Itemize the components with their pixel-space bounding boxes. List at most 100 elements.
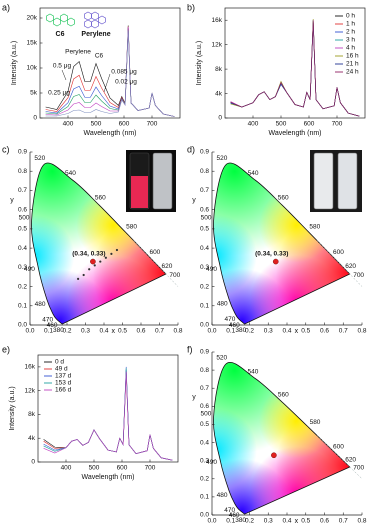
wavelength-label: 490 <box>206 266 217 273</box>
panel-label: d) <box>187 144 195 154</box>
wavelength-label: 600 <box>333 249 344 256</box>
y-tick-label: 0.4 <box>200 245 209 252</box>
x-axis-label: x <box>112 328 116 335</box>
wavelength-label: 520 <box>216 355 227 362</box>
x-tick-label: 0.6 <box>320 328 329 335</box>
y-tick-label: 0.9 <box>18 149 27 156</box>
y-tick-label: 0.5 <box>18 226 27 233</box>
x-tick-label: 500 <box>276 121 287 128</box>
annotation: Perylene <box>65 49 91 56</box>
y-tick-label: 12k <box>212 41 223 48</box>
trajectory-point <box>99 260 102 263</box>
x-tick-label: 0.7 <box>339 518 348 525</box>
y-tick-label: 20k <box>27 15 38 22</box>
annotation: C6 <box>95 53 104 60</box>
spectrum-line <box>45 26 175 117</box>
wavelength-label: 460 <box>229 512 240 519</box>
reference-line <box>316 240 363 287</box>
annotation: 0.5 μg <box>53 63 72 70</box>
y-tick-label: 16k <box>212 17 223 24</box>
wavelength-label: 500 <box>19 214 30 221</box>
trajectory-point <box>93 264 96 267</box>
annotation: C6 <box>56 31 65 38</box>
legend-label: 137 d <box>55 373 72 380</box>
x-tick-label: 700 <box>332 121 343 128</box>
y-tick-label: 0.3 <box>200 264 209 271</box>
spectrum-line <box>45 26 175 117</box>
x-tick-label: 500 <box>89 465 100 472</box>
spectrum-line <box>43 371 173 461</box>
y-tick-label: 8k <box>28 411 36 418</box>
y-tick-label: 12k <box>25 387 36 394</box>
x-tick-label: 0.8 <box>357 328 366 335</box>
legend-label: 49 d <box>55 366 68 373</box>
molecule-ring <box>53 17 61 27</box>
y-tick-label: 0.7 <box>18 187 27 194</box>
x-axis-label: Wavelength (nm) <box>83 130 136 137</box>
annotation: (0.34, 0.33) <box>72 250 105 257</box>
wavelength-label: 700 <box>353 465 364 472</box>
y-tick-label: 5k <box>30 90 38 97</box>
x-tick-label: 0.2 <box>62 328 71 335</box>
panel-label: f) <box>187 344 193 354</box>
y-tick-label: 0 <box>31 459 35 466</box>
molecule-ring <box>67 17 75 27</box>
chromaticity-point <box>272 258 279 265</box>
y-tick-label: 0.4 <box>200 439 209 446</box>
x-tick-label: 0.6 <box>136 328 145 335</box>
x-tick-label: 400 <box>63 121 74 128</box>
vial <box>152 152 173 210</box>
x-tick-label: 600 <box>117 465 128 472</box>
gamut-fill <box>213 362 350 515</box>
y-tick-label: 0 <box>33 115 37 122</box>
y-tick-label: 0.1 <box>200 494 209 501</box>
y-tick-label: 0.7 <box>200 385 209 392</box>
x-tick-label: 400 <box>61 465 72 472</box>
x-axis-label: Wavelength (nm) <box>81 474 134 481</box>
y-tick-label: 0.9 <box>200 149 209 156</box>
y-axis-label: y <box>10 197 14 204</box>
x-tick-label: 0.6 <box>320 518 329 525</box>
legend-label: 4 h <box>346 45 355 52</box>
y-tick-label: 0.0 <box>18 322 27 329</box>
y-tick-label: 16k <box>25 364 36 371</box>
y-tick-label: 0.2 <box>18 283 27 290</box>
x-tick-label: 600 <box>119 121 130 128</box>
y-tick-label: 0.6 <box>18 206 27 213</box>
wavelength-label: 380 <box>235 517 246 524</box>
x-tick-label: 0.8 <box>357 518 366 525</box>
x-axis-label: x <box>295 518 299 525</box>
y-tick-label: 0.2 <box>200 283 209 290</box>
y-axis-label: Intensity (a.u.) <box>11 41 18 85</box>
molecule-ring <box>98 15 106 25</box>
molecule-ring <box>91 19 99 29</box>
legend-label: 21 h <box>346 61 359 68</box>
y-tick-label: 0.0 <box>200 322 209 329</box>
annotation: (0.34, 0.33) <box>255 250 288 257</box>
wavelength-label: 600 <box>149 249 160 256</box>
spectrum-line <box>45 27 175 117</box>
y-tick-label: 4k <box>215 90 223 97</box>
plot-frame <box>37 354 179 463</box>
x-tick-label: 0.0 <box>207 518 216 525</box>
panel-label: b) <box>187 2 195 12</box>
x-tick-label: 400 <box>248 121 259 128</box>
molecule-ring <box>60 13 68 23</box>
legend-label: 2 h <box>346 29 355 36</box>
annotation-arrow <box>103 73 111 93</box>
wavelength-label: 580 <box>309 224 320 231</box>
wavelength-label: 490 <box>206 459 217 466</box>
y-tick-label: 0.2 <box>200 475 209 482</box>
vial <box>337 152 358 210</box>
wavelength-label: 460 <box>47 322 58 329</box>
wavelength-label: 520 <box>34 155 45 162</box>
wavelength-label: 600 <box>333 443 344 450</box>
y-tick-label: 0.8 <box>18 168 27 175</box>
y-tick-label: 0.1 <box>200 302 209 309</box>
x-tick-label: 0.5 <box>301 518 310 525</box>
trajectory-point <box>115 248 119 252</box>
y-tick-label: 0 <box>218 115 222 122</box>
x-tick-label: 0.7 <box>339 328 348 335</box>
y-tick-label: 0.4 <box>18 245 27 252</box>
